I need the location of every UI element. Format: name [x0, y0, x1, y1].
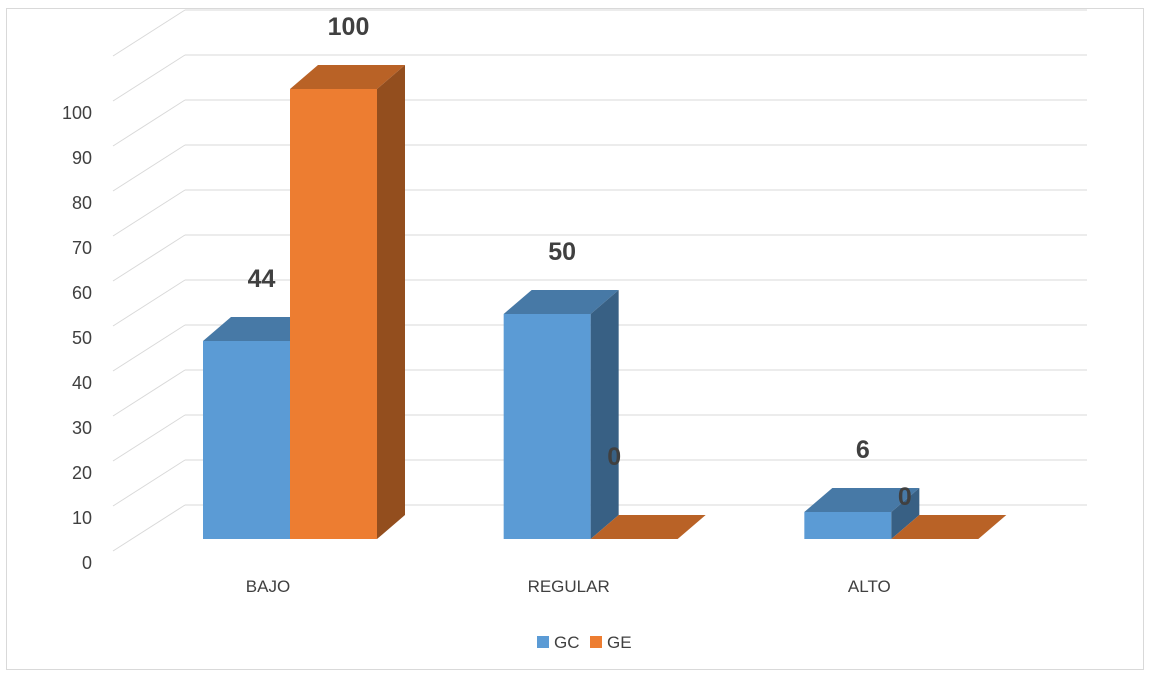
gridline-diagonal — [112, 459, 186, 507]
legend: GC GE — [537, 633, 632, 652]
data-label-gc: 50 — [548, 238, 576, 266]
bar-front-ge — [290, 89, 377, 539]
gridline-diagonal — [112, 414, 186, 462]
bar-side-gc — [891, 488, 920, 539]
x-tick-label: REGULAR — [528, 577, 610, 596]
x-tick-label: ALTO — [848, 577, 891, 596]
data-label-ge: 100 — [328, 13, 370, 41]
bars — [203, 65, 1007, 539]
bar-side-ge — [377, 65, 405, 539]
y-tick-label: 40 — [72, 373, 92, 393]
legend-label-gc: GC — [554, 633, 580, 652]
y-tick-label: 50 — [72, 328, 92, 348]
data-label-ge: 0 — [898, 483, 912, 511]
bar-side-gc — [590, 290, 619, 539]
gridline-diagonal — [112, 54, 186, 102]
bar-flat-ge — [891, 515, 1007, 539]
x-axis: BAJO REGULAR ALTO — [246, 577, 891, 596]
gridline-diagonal — [112, 99, 186, 147]
bar-front-gc — [804, 512, 892, 539]
gridline-diagonal — [112, 234, 186, 282]
y-tick-label: 70 — [72, 238, 92, 258]
data-label-ge: 0 — [607, 443, 621, 471]
y-tick-label: 60 — [72, 283, 92, 303]
y-tick-label: 0 — [82, 553, 92, 573]
y-tick-label: 80 — [72, 193, 92, 213]
bar-front-gc — [503, 314, 591, 539]
data-label-gc: 44 — [248, 265, 276, 293]
bar-front-gc — [203, 341, 290, 539]
legend-swatch-gc — [537, 636, 549, 648]
y-axis: 0 10 20 30 40 50 60 70 80 90 100 — [62, 103, 92, 573]
y-tick-label: 90 — [72, 148, 92, 168]
gridline-diagonal — [112, 279, 186, 327]
gridline-diagonal — [112, 369, 186, 417]
gridline-diagonal — [112, 189, 186, 237]
legend-label-ge: GE — [607, 633, 632, 652]
y-tick-label: 20 — [72, 463, 92, 483]
gridline-diagonal — [112, 504, 186, 552]
gridline-diagonal — [112, 9, 186, 57]
data-label-gc: 6 — [856, 436, 870, 464]
y-tick-label: 10 — [72, 508, 92, 528]
bar-top-gc — [503, 290, 619, 314]
legend-swatch-ge — [590, 636, 602, 648]
x-tick-label: BAJO — [246, 577, 290, 596]
bar-top-gc — [203, 317, 318, 341]
gridline-diagonal — [112, 144, 186, 192]
bar-flat-ge — [590, 515, 706, 539]
bar-top-ge — [290, 65, 405, 89]
gridline-diagonal — [112, 324, 186, 372]
y-tick-label: 100 — [62, 103, 92, 123]
y-tick-label: 30 — [72, 418, 92, 438]
bar-top-gc — [804, 488, 920, 512]
